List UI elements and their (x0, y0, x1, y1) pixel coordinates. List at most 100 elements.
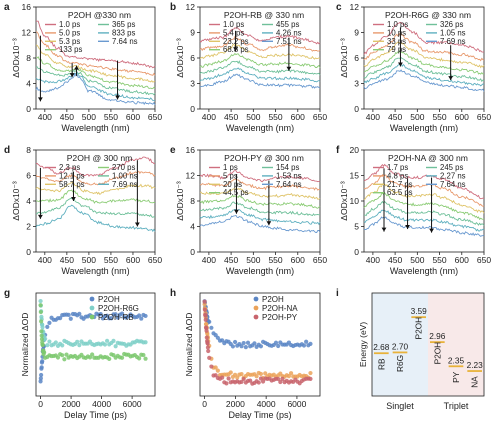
energy-value: 3.59 (411, 306, 428, 316)
y-axis-label: ΔODx10⁻³ (339, 181, 349, 221)
data-point (215, 368, 220, 373)
chart-title: P2OH @330 nm (68, 10, 131, 20)
series-line (35, 181, 156, 196)
x-tick-label: 600 (126, 255, 140, 265)
legend-marker (89, 296, 95, 302)
x-tick-label: 0 (202, 399, 207, 409)
plot-frame (199, 149, 321, 253)
x-tick-label: 6000 (287, 399, 306, 409)
species-label: NA (470, 376, 480, 388)
legend-label: 21.7 ps (387, 180, 413, 189)
data-point (258, 376, 264, 381)
data-point (252, 341, 257, 346)
x-tick-label: 600 (291, 255, 305, 265)
series-line (199, 194, 321, 209)
series-line (35, 204, 156, 233)
trend-arrow-head (398, 62, 403, 67)
x-tick-label: 400 (38, 112, 52, 122)
legend-label: P2OH-PY (262, 313, 298, 322)
legend-marker (89, 314, 95, 320)
data-point (64, 352, 69, 357)
y-tick-label: 16 (186, 145, 196, 155)
data-point (207, 355, 212, 360)
data-point (113, 344, 118, 349)
data-point (273, 340, 279, 345)
y-tick-label: 6 (354, 53, 359, 63)
y-tick-label: 12 (350, 2, 360, 12)
legend-label: 63.5 ps (387, 188, 413, 197)
series-line (35, 66, 156, 96)
y-axis-label: Energy (eV) (358, 322, 368, 368)
data-point (209, 364, 214, 369)
y-axis-label: ΔODx10⁻³ (11, 38, 21, 78)
x-tick-label: 550 (104, 255, 118, 265)
data-point (203, 317, 208, 322)
data-point (53, 340, 58, 345)
y-tick-label: 16 (22, 2, 32, 12)
x-tick-label: 400 (202, 112, 216, 122)
data-point (308, 376, 313, 381)
legend-label: 2.3 ps (59, 163, 80, 172)
panel-label: e (170, 145, 176, 156)
data-point (39, 333, 44, 338)
panel-a: 400 450 500 550 600 650 0 4 8 12 16 Wavelength (nm)… (11, 2, 162, 133)
series-line (363, 21, 485, 55)
x-tick-label: 400 (202, 255, 216, 265)
x-tick-label: 550 (104, 112, 118, 122)
data-point (40, 359, 45, 364)
data-point (115, 315, 120, 320)
x-tick-label: 600 (126, 112, 140, 122)
x-tick-label: 550 (268, 255, 282, 265)
legend-label: 44.5 ps (223, 188, 249, 197)
data-point (77, 311, 82, 316)
y-tick-label: 6 (190, 53, 195, 63)
y-tick-label: 4 (26, 79, 31, 89)
legend-label: 365 ps (112, 20, 136, 29)
plot-frame (371, 292, 485, 397)
data-point (38, 298, 43, 304)
data-point (304, 339, 309, 344)
data-point (38, 303, 43, 308)
y-tick-label: 6 (26, 171, 31, 181)
data-point (286, 374, 292, 379)
legend-label: 5.3 ps (59, 37, 80, 46)
y-axis-label: Normalized ΔOD (20, 313, 30, 377)
legend-label: 4.8 ps (387, 171, 408, 180)
series-line (363, 41, 485, 69)
data-point (143, 340, 148, 345)
x-tick-label: 650 (313, 112, 327, 122)
trend-arrow-head (38, 214, 43, 219)
legend-label: 7.51 ns (276, 37, 302, 46)
y-axis-label: Normalized ΔOD (184, 313, 194, 377)
x-axis-label: Delay Time (ps) (228, 410, 291, 420)
data-point (40, 325, 45, 330)
x-tick-label: 650 (477, 255, 491, 265)
series-line (199, 214, 321, 233)
data-point (280, 376, 285, 381)
legend-label: 833 ps (112, 28, 136, 37)
series-line (199, 178, 321, 191)
data-point (111, 338, 116, 344)
series-line (35, 56, 156, 90)
data-point (143, 356, 148, 361)
data-point (39, 337, 45, 342)
x-tick-label: 450 (224, 112, 238, 122)
energy-value: 2.96 (429, 331, 446, 341)
series-line (199, 52, 321, 68)
data-point (239, 344, 244, 349)
legend-label: 1.05 ns (440, 28, 466, 37)
legend-label: 1.0 ps (223, 20, 244, 29)
panel-label: i (336, 288, 339, 299)
data-point (260, 379, 266, 384)
y-tick-label: 8 (26, 53, 31, 63)
data-point (139, 316, 144, 321)
data-point (38, 379, 43, 384)
series-line (199, 170, 321, 183)
legend-label: 154 ps (276, 163, 300, 172)
x-axis-label: Wavelength (nm) (390, 266, 458, 276)
chart-title: P2OH-R6G @ 330 nm (385, 10, 471, 20)
data-point (38, 376, 43, 381)
y-axis-label: ΔODx10⁻³ (11, 181, 21, 221)
trend-arrow-head (69, 73, 75, 78)
data-point (98, 312, 103, 317)
